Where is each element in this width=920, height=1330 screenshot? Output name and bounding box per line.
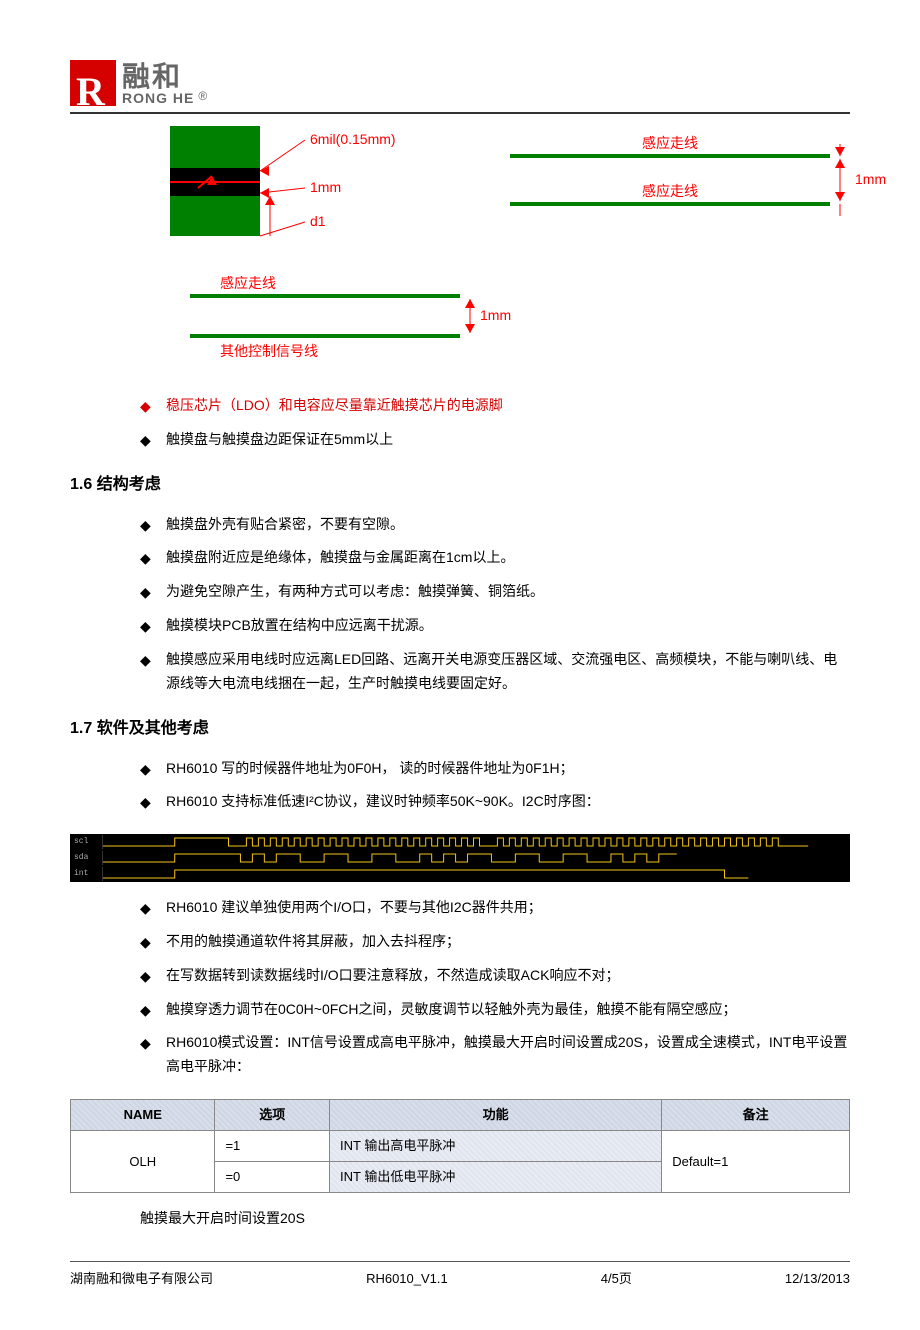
svg-text:d1: d1 [310, 213, 326, 229]
bullet-item: RH6010 写的时候器件地址为0F0H， 读的时候器件地址为0F1H； [140, 757, 850, 781]
software-notes-pre-timing: RH6010 写的时候器件地址为0F0H， 读的时候器件地址为0F1H； RH60… [140, 757, 850, 815]
th-note: 备注 [662, 1099, 850, 1130]
svg-text:1mm: 1mm [855, 171, 886, 187]
brand-cn: 融和 [122, 62, 194, 91]
svg-text:感应走线: 感应走线 [220, 276, 276, 291]
cfg-opt-1: =0 [215, 1162, 330, 1193]
pcb-spacing-diagrams: 6mil(0.15mm)1mmd1 感应走线感应走线1mm [70, 126, 850, 246]
th-func: 功能 [330, 1099, 662, 1130]
power-layout-notes: 稳压芯片（LDO）和电容应尽量靠近触摸芯片的电源脚触摸盘与触摸盘边距保证在5mm… [140, 394, 850, 452]
sense-line-spacing-diagram: 感应走线感应走线1mm [510, 126, 890, 246]
page-footer: 湖南融和微电子有限公司 RH6010_V1.1 4/5页 12/13/2013 [70, 1261, 850, 1290]
svg-text:6mil(0.15mm): 6mil(0.15mm) [310, 131, 396, 147]
brand-logo-text: 融和 RONG HE [122, 62, 194, 106]
bullet-item: 不用的触摸通道软件将其屏蔽，加入去抖程序； [140, 930, 850, 954]
bullet-item: 触摸盘附近应是绝缘体，触摸盘与金属距离在1cm以上。 [140, 546, 850, 570]
footer-date: 12/13/2013 [785, 1268, 850, 1290]
svg-text:其他控制信号线: 其他控制信号线 [220, 343, 318, 359]
software-notes-post-timing: RH6010 建议单独使用两个I/O口，不要与其他I2C器件共用； 不用的触摸通道… [140, 896, 850, 1079]
svg-text:1mm: 1mm [480, 307, 511, 323]
timing-label-int: int [70, 867, 103, 881]
timing-label-scl: scl [70, 835, 103, 849]
th-option: 选项 [215, 1099, 330, 1130]
structure-notes: 触摸盘外壳有贴合紧密，不要有空隙。触摸盘附近应是绝缘体，触摸盘与金属距离在1cm… [140, 513, 850, 696]
trace-width-diagram: 6mil(0.15mm) 1mm d1 [170, 126, 470, 246]
footer-doc: RH6010_V1.1 [366, 1268, 448, 1290]
i2c-timing-diagram: scl sda int [70, 834, 850, 882]
sense-vs-control-diagram: 感应走线其他控制信号线 1mm [70, 276, 850, 374]
bullet-item: 稳压芯片（LDO）和电容应尽量靠近触摸芯片的电源脚 [140, 394, 850, 418]
section-1-6-title: 1.6 结构考虑 [70, 471, 850, 498]
footer-company: 湖南融和微电子有限公司 [70, 1268, 213, 1290]
max-on-time-note: 触摸最大开启时间设置20S [140, 1207, 850, 1231]
th-name: NAME [71, 1099, 215, 1130]
olh-config-table: NAME 选项 功能 备注 OLH =1 INT 输出高电平脉冲 Default… [70, 1099, 850, 1193]
cfg-func-1: INT 输出低电平脉冲 [330, 1162, 662, 1193]
cfg-opt-0: =1 [215, 1131, 330, 1162]
brand-logo-mark [70, 60, 116, 106]
registered-mark: ® [198, 86, 207, 106]
bullet-item: 触摸模块PCB放置在结构中应远离干扰源。 [140, 614, 850, 638]
brand-en: RONG HE [122, 91, 194, 106]
bullet-item: 触摸盘外壳有贴合紧密，不要有空隙。 [140, 513, 850, 537]
bullet-item: 触摸盘与触摸盘边距保证在5mm以上 [140, 428, 850, 452]
bullet-item: RH6010 建议单独使用两个I/O口，不要与其他I2C器件共用； [140, 896, 850, 920]
svg-text:1mm: 1mm [310, 179, 341, 195]
bullet-item: RH6010模式设置：INT信号设置成高电平脉冲，触摸最大开启时间设置成20S，… [140, 1031, 850, 1079]
svg-text:感应走线: 感应走线 [642, 183, 698, 199]
bullet-item: 触摸感应采用电线时应远离LED回路、远离开关电源变压器区域、交流强电区、高频模块… [140, 648, 850, 696]
timing-label-sda: sda [70, 851, 103, 865]
svg-text:感应走线: 感应走线 [642, 135, 698, 151]
cfg-note: Default=1 [662, 1131, 850, 1193]
bullet-item: 触摸穿透力调节在0C0H~0FCH之间，灵敏度调节以轻触外壳为最佳，触摸不能有隔… [140, 998, 850, 1022]
cfg-name: OLH [71, 1131, 215, 1193]
cfg-func-0: INT 输出高电平脉冲 [330, 1131, 662, 1162]
section-1-7-title: 1.7 软件及其他考虑 [70, 715, 850, 742]
bullet-item: 为避免空隙产生，有两种方式可以考虑：触摸弹簧、铜箔纸。 [140, 580, 850, 604]
bullet-item: RH6010 支持标准低速I²C协议，建议时钟频率50K~90K。I2C时序图： [140, 790, 850, 814]
brand-header: 融和 RONG HE ® [70, 60, 850, 114]
footer-page: 4/5页 [601, 1268, 632, 1290]
bullet-item: 在写数据转到读数据线时I/O口要注意释放，不然造成读取ACK响应不对； [140, 964, 850, 988]
